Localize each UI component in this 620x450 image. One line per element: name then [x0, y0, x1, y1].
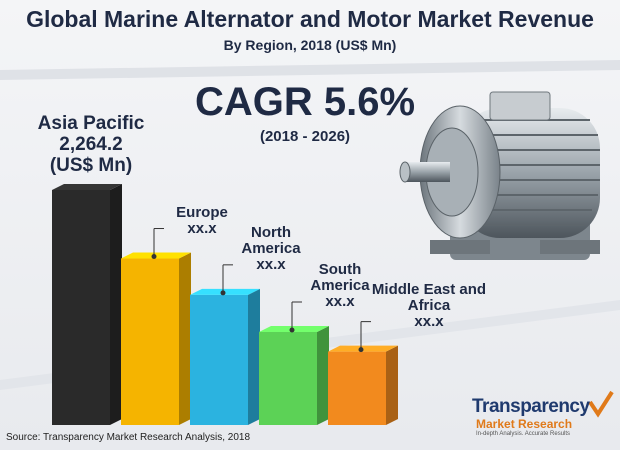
bar-front: [121, 258, 179, 425]
category-label: South America: [310, 261, 370, 295]
bar: [121, 252, 191, 425]
bar-side: [386, 345, 398, 425]
bar: [259, 326, 329, 425]
value-label: xx.x: [187, 219, 217, 237]
bar-front: [328, 351, 386, 425]
unit-label: (US$ Mn): [49, 155, 133, 176]
bar-front: [52, 190, 110, 425]
value-label: xx.x: [325, 293, 355, 311]
leader-dot: [358, 347, 364, 353]
logo-sub: Market Research: [476, 417, 573, 431]
value-label: 2,264.2: [59, 134, 123, 155]
bar-label: Asia Pacific 2,264.2 (US$ Mn): [6, 113, 176, 176]
bg-stripe: [0, 60, 620, 80]
bar-front: [259, 332, 317, 425]
bar-label: South America xx.x: [300, 262, 380, 310]
cagr-period: (2018 - 2026): [259, 128, 351, 145]
bar: [52, 184, 122, 425]
bar-top: [52, 184, 122, 190]
bar-side: [248, 288, 260, 425]
source-note: Source: Transparency Market Research Ana…: [6, 432, 251, 443]
leader-dot: [289, 327, 295, 333]
cagr: CAGR 5.6%: [194, 80, 416, 124]
bar-front: [190, 294, 248, 425]
bar: [328, 345, 398, 425]
leader-dot: [151, 254, 157, 260]
category-label: Europe: [176, 203, 228, 221]
bar-side: [179, 252, 191, 425]
bar-label: Middle East and Africa xx.x: [369, 280, 489, 330]
chart-title: Global Marine Alternator and Motor Marke…: [26, 6, 594, 32]
category-label: Asia Pacific: [37, 113, 145, 134]
bar-label: Europe xx.x: [162, 203, 242, 237]
category-label: Middle East and Africa: [371, 280, 487, 314]
category-label: North America: [241, 223, 301, 257]
bar-label: North America xx.x: [231, 223, 311, 273]
bar-side: [110, 184, 122, 425]
leader-dot: [220, 290, 226, 296]
bar: [190, 288, 260, 425]
logo-name: Transparency: [472, 396, 590, 417]
value-label: xx.x: [256, 255, 286, 273]
motor-illustration: [399, 91, 600, 260]
value-label: xx.x: [414, 312, 444, 330]
bar-side: [317, 326, 329, 425]
logo-mark: [588, 390, 614, 418]
logo-tagline: In-depth Analysis. Accurate Results: [476, 431, 571, 437]
chart-subtitle: By Region, 2018 (US$ Mn): [223, 37, 397, 53]
